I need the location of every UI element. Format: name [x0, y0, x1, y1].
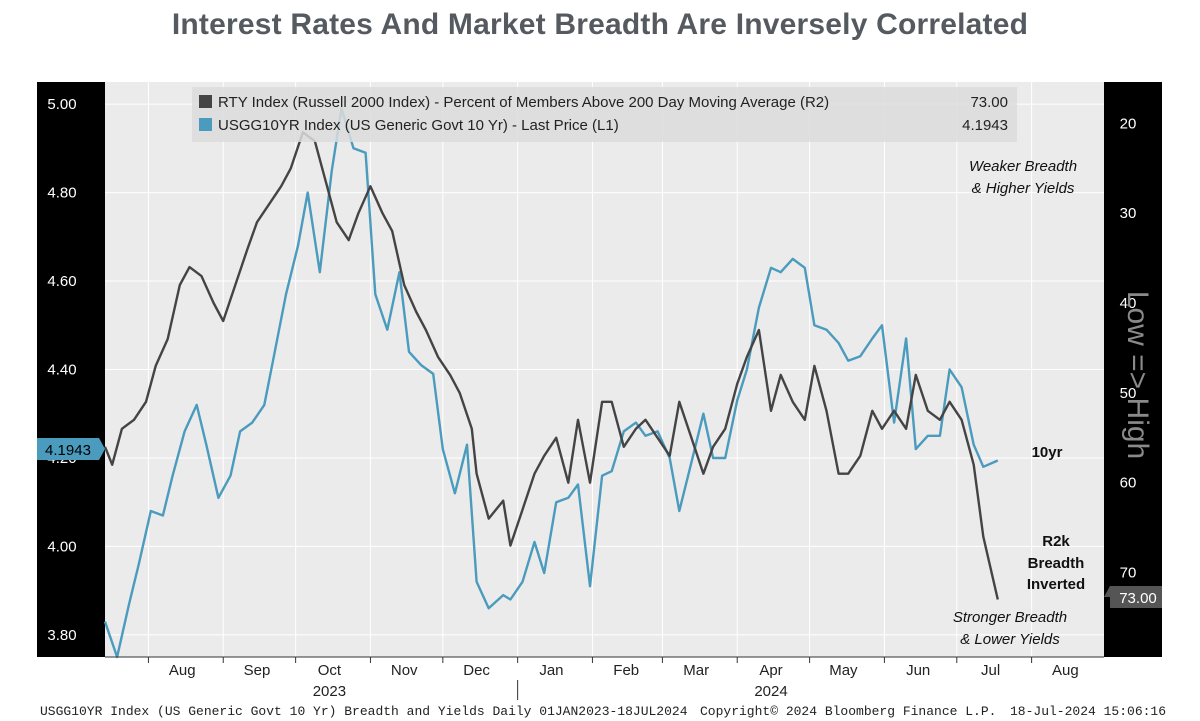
chart-title: Interest Rates And Market Breadth Are In…: [171, 8, 1029, 41]
right-tick-label: 70: [1120, 565, 1137, 582]
left-tick-label: 5.00: [47, 96, 76, 113]
right-axis-panel: [1104, 82, 1162, 657]
x-tick-label: Nov: [391, 662, 418, 679]
footer-source: USGG10YR Index (US Generic Govt 10 Yr) B…: [40, 704, 688, 719]
annotation-r2k-1: R2k: [1042, 533, 1070, 550]
annotation-weaker-1: Weaker Breadth: [969, 158, 1077, 175]
left-axis-ticks: 5.004.804.604.404.204.003.80: [47, 96, 76, 644]
annotation-weaker-2: & Higher Yields: [972, 180, 1075, 197]
right-last-value-box: [1110, 586, 1162, 608]
left-last-value: 4.1943: [45, 442, 91, 459]
x-tick-label: Dec: [463, 662, 490, 679]
x-tick-label: Jun: [906, 662, 930, 679]
series-line-r2: [103, 131, 999, 600]
left-tick-label: 4.60: [47, 273, 76, 290]
legend-swatch-r2: [199, 95, 212, 108]
legend-value-r2: 73.00: [970, 94, 1008, 111]
left-last-value-box: [37, 438, 99, 460]
left-tick-label: 4.00: [47, 538, 76, 555]
right-tick-label: 20: [1120, 115, 1137, 132]
footer-copyright: Copyright© 2024 Bloomberg Finance L.P.: [700, 704, 997, 719]
x-tick-label: Aug: [169, 662, 196, 679]
legend-label-r2: RTY Index (Russell 2000 Index) - Percent…: [218, 94, 829, 111]
x-tick-label: May: [829, 662, 858, 679]
left-tick-label: 4.40: [47, 362, 76, 379]
x-year-label: 2024: [754, 683, 787, 700]
left-axis-panel: [37, 82, 105, 657]
legend-box: [192, 87, 1017, 142]
x-tick-label: Sep: [244, 662, 271, 679]
legend-swatch-yield: [199, 118, 212, 131]
left-tick-label: 4.80: [47, 185, 76, 202]
legend-label-yield: USGG10YR Index (US Generic Govt 10 Yr) -…: [218, 117, 619, 134]
annotation-10yr: 10yr: [1032, 444, 1063, 461]
x-tick-label: Oct: [318, 662, 342, 679]
x-tick-label: Aug: [1052, 662, 1079, 679]
x-tick-label: Apr: [759, 662, 782, 679]
x-axis: Aug Sep Oct Nov Dec Jan Feb Mar Apr May Jun Jul Aug 2…: [105, 656, 1104, 700]
x-tick-label: Jan: [539, 662, 563, 679]
right-tick-label: 40: [1120, 295, 1137, 312]
series-layer: [103, 107, 999, 659]
annotations: Weaker Breadth & Higher Yields 10yr R2k …: [953, 158, 1085, 648]
annotation-stronger-1: Stronger Breadth: [953, 609, 1067, 626]
right-last-value-flag: 73.00: [1104, 586, 1162, 608]
right-last-value-arrow: [1104, 586, 1110, 608]
right-axis-label: Low => High: [1121, 291, 1154, 459]
left-last-value-arrow: [99, 438, 105, 460]
legend-value-yield: 4.1943: [962, 117, 1008, 134]
series-line-usgg10yr: [103, 107, 999, 659]
chart-svg: RTY Index (Russell 2000 Index) - Percent…: [37, 82, 1162, 700]
left-last-value-flag: 4.1943: [37, 438, 105, 460]
footer: USGG10YR Index (US Generic Govt 10 Yr) B…: [0, 702, 1200, 721]
right-last-value: 73.00: [1119, 590, 1157, 607]
footer-timestamp: 18-Jul-2024 15:06:16: [1010, 704, 1167, 719]
x-year-label: 2023: [313, 683, 346, 700]
annotation-stronger-2: & Lower Yields: [960, 631, 1060, 648]
annotation-r2k-3: Inverted: [1027, 576, 1085, 593]
right-tick-label: 50: [1120, 385, 1137, 402]
right-tick-label: 60: [1120, 475, 1137, 492]
right-tick-label: 30: [1120, 205, 1137, 222]
x-tick-label: Jul: [981, 662, 1000, 679]
right-axis-ticks: 20 30 40 50 60 70: [1120, 115, 1137, 581]
x-tick-label: Feb: [613, 662, 639, 679]
x-tick-label: Mar: [683, 662, 709, 679]
left-tick-label: 3.80: [47, 627, 76, 644]
legend: RTY Index (Russell 2000 Index) - Percent…: [192, 87, 1017, 142]
annotation-r2k-2: Breadth: [1028, 555, 1085, 572]
